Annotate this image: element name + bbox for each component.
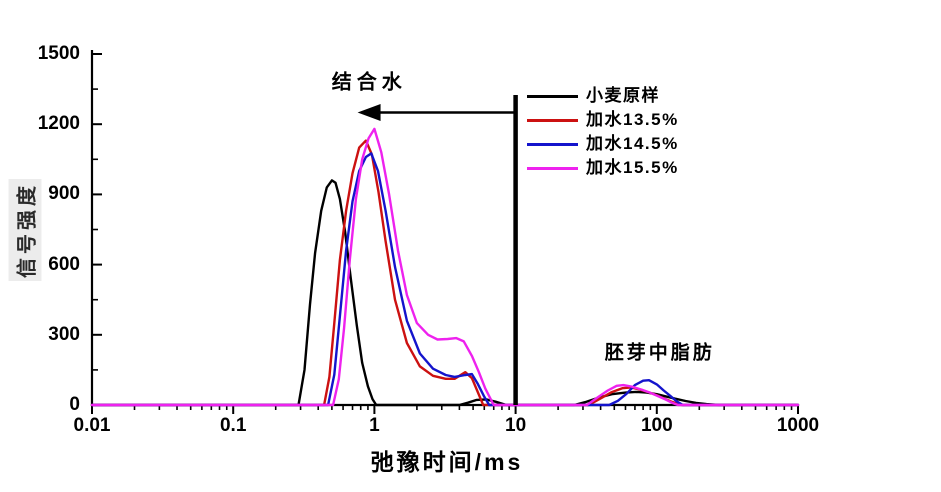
series-curve-1: [90, 139, 800, 407]
y-tick-label: 600: [48, 253, 80, 275]
legend-label: 小麦原样: [586, 86, 660, 105]
x-tick-label: 0.1: [219, 415, 247, 436]
chart-legend: 小麦原样 加水13.5% 加水14.5% 加水15.5%: [527, 84, 679, 180]
x-tick-label: 1: [369, 415, 380, 436]
series-curve-2: [90, 152, 800, 407]
y-tick-label: 300: [48, 323, 80, 345]
legend-row-water-14-5: 加水14.5%: [527, 132, 679, 156]
x-tick-label: 1000: [776, 415, 820, 436]
y-tick-label: 1500: [37, 43, 80, 64]
y-axis-title: 信号强度: [8, 179, 42, 281]
x-tick-label: 100: [640, 415, 673, 436]
legend-line-red-icon: [527, 118, 578, 122]
series-curve-3: [90, 127, 800, 407]
x-tick-label: 10: [505, 415, 527, 436]
y-tick-label: 900: [48, 183, 80, 205]
legend-line-black-icon: [527, 94, 578, 98]
y-tick-label: 0: [69, 394, 80, 415]
annotation-germ-fat: 胚芽中脂肪: [604, 342, 715, 364]
legend-label: 加水14.5%: [586, 134, 679, 153]
x-axis-title: 弛豫时间/ms: [370, 449, 524, 475]
legend-row-water-13-5: 加水13.5%: [527, 108, 679, 132]
bound-water-arrowhead-icon: [357, 104, 381, 121]
legend-line-magenta-icon: [527, 166, 578, 170]
legend-row-water-15-5: 加水15.5%: [527, 156, 679, 180]
x-tick-label: 0.01: [73, 415, 111, 436]
legend-row-wheat-original: 小麦原样: [527, 84, 679, 108]
legend-label: 加水15.5%: [586, 158, 679, 177]
series-curve-0: [90, 179, 800, 407]
legend-label: 加水13.5%: [586, 110, 679, 129]
y-tick-label: 1200: [37, 113, 80, 135]
legend-line-blue-icon: [527, 142, 578, 146]
annotation-bound-water: 结合水: [331, 71, 407, 94]
